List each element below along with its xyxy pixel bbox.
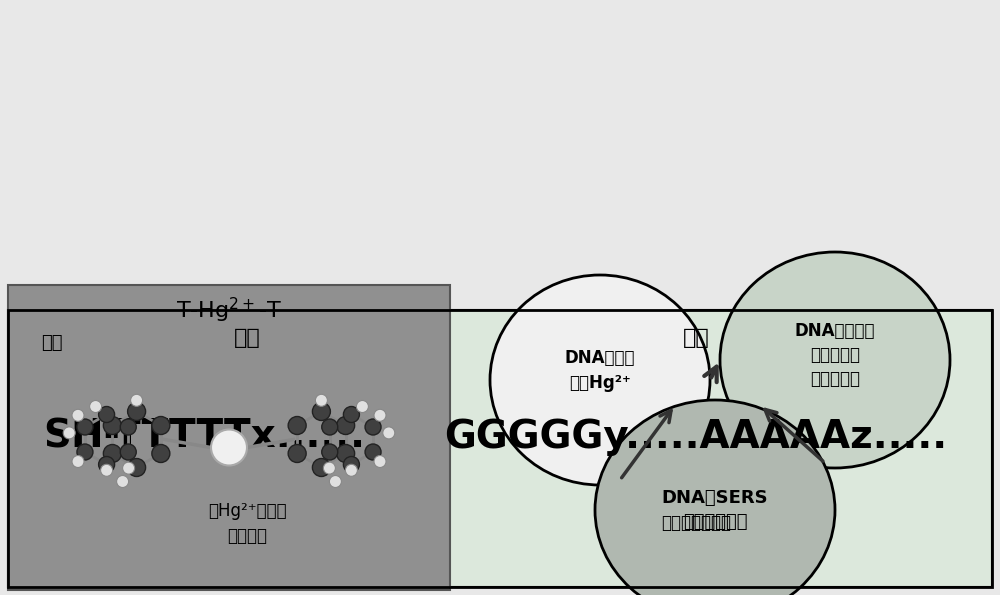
- Circle shape: [315, 394, 327, 406]
- Circle shape: [365, 419, 381, 435]
- Circle shape: [374, 456, 386, 468]
- Circle shape: [323, 462, 335, 474]
- Ellipse shape: [595, 400, 835, 595]
- Circle shape: [356, 400, 368, 412]
- Text: 与Hg²⁺特异性
作用片段: 与Hg²⁺特异性 作用片段: [208, 502, 287, 544]
- Ellipse shape: [720, 252, 950, 468]
- Circle shape: [117, 475, 129, 487]
- Circle shape: [77, 444, 93, 460]
- Circle shape: [288, 444, 306, 462]
- Ellipse shape: [490, 275, 710, 485]
- Circle shape: [337, 444, 355, 462]
- Circle shape: [72, 456, 84, 468]
- Circle shape: [101, 464, 113, 477]
- Circle shape: [345, 464, 357, 477]
- Bar: [8, 310, 95, 587]
- Bar: [400, 310, 992, 587]
- Circle shape: [288, 416, 306, 434]
- Circle shape: [77, 419, 93, 435]
- Circle shape: [103, 416, 121, 434]
- Bar: [8, 310, 992, 587]
- Circle shape: [374, 409, 386, 421]
- Bar: [8, 285, 450, 590]
- Text: 固定: 固定: [41, 334, 62, 352]
- Circle shape: [152, 416, 170, 434]
- Text: T-Hg$^{2+}$-T: T-Hg$^{2+}$-T: [176, 295, 282, 325]
- Circle shape: [383, 427, 395, 439]
- Text: SH-TTTTTx......: SH-TTTTTx......: [43, 418, 365, 456]
- Circle shape: [120, 419, 136, 435]
- Circle shape: [329, 475, 341, 487]
- Circle shape: [343, 456, 359, 472]
- Circle shape: [128, 459, 146, 477]
- Circle shape: [322, 419, 338, 435]
- Circle shape: [120, 444, 136, 460]
- Bar: [95, 310, 400, 587]
- Circle shape: [152, 444, 170, 462]
- Circle shape: [63, 427, 75, 439]
- Text: DNA特异性
结合Hg²⁺: DNA特异性 结合Hg²⁺: [565, 349, 635, 392]
- Circle shape: [211, 430, 247, 465]
- Text: GGGGGy.....AAAAAz.....: GGGGGy.....AAAAAz.....: [444, 418, 948, 456]
- Circle shape: [99, 456, 115, 472]
- Circle shape: [90, 400, 102, 412]
- Circle shape: [103, 444, 121, 462]
- Text: DNA的SERS
光谱发生变化: DNA的SERS 光谱发生变化: [662, 488, 768, 531]
- Text: 输出: 输出: [683, 328, 709, 348]
- Circle shape: [312, 459, 330, 477]
- Circle shape: [365, 444, 381, 460]
- Text: 信号的输出片段: 信号的输出片段: [661, 514, 731, 532]
- Circle shape: [99, 406, 115, 422]
- Circle shape: [128, 402, 146, 421]
- Circle shape: [337, 416, 355, 434]
- Circle shape: [123, 462, 135, 474]
- Text: DNA的结构及
在金属表面
的取向改变: DNA的结构及 在金属表面 的取向改变: [795, 322, 875, 387]
- Circle shape: [343, 406, 359, 422]
- Circle shape: [131, 394, 143, 406]
- Circle shape: [322, 444, 338, 460]
- Circle shape: [312, 402, 330, 421]
- Circle shape: [72, 409, 84, 421]
- Text: 捕获: 捕获: [234, 328, 261, 348]
